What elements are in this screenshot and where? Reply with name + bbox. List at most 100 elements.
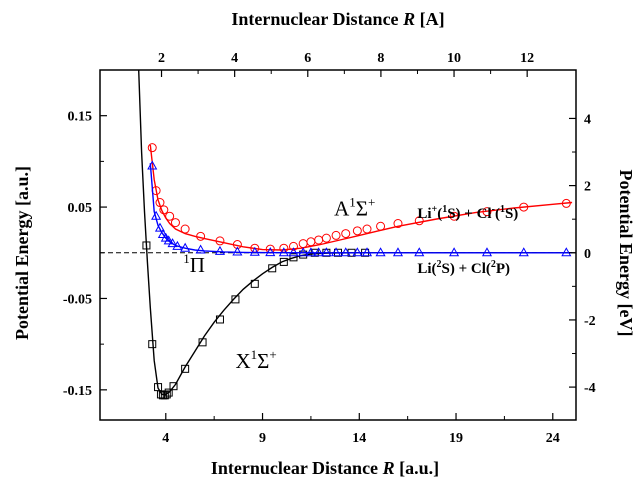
- circle-marker: [449, 211, 459, 221]
- square-marker: [215, 315, 224, 324]
- triangle-marker: [449, 247, 460, 257]
- circle-marker: [482, 207, 492, 217]
- triangle-marker: [278, 247, 289, 257]
- circle-marker: [215, 236, 225, 246]
- y2-tick-label: 2: [584, 180, 591, 195]
- circle-marker: [155, 198, 165, 208]
- circle-marker: [352, 226, 362, 236]
- ionic-limit-label: Li+(1S) + Cl-(1S): [417, 204, 518, 222]
- x-axis-title: Internuclear Distance R [a.u.]: [211, 458, 439, 478]
- x2-tick-label: 6: [304, 51, 311, 66]
- triangle-marker: [414, 247, 425, 257]
- triangle-marker: [147, 160, 158, 170]
- triangle-marker: [288, 247, 299, 257]
- y-axis-title: Potential Energy [a.u.]: [12, 166, 32, 340]
- triangle-marker: [331, 247, 342, 257]
- square-marker: [289, 253, 298, 262]
- plot-axes: [99, 69, 577, 421]
- triangle-marker: [340, 247, 351, 257]
- x-tick-label: 9: [259, 431, 266, 446]
- square-marker: [142, 241, 151, 250]
- triangle-marker: [321, 247, 332, 257]
- circle-marker: [298, 239, 308, 249]
- triangle-marker: [561, 247, 572, 257]
- y-tick-label: -0.05: [63, 292, 92, 307]
- circle-marker: [288, 241, 298, 251]
- x2-tick-label: 2: [158, 51, 165, 66]
- triangle-marker: [195, 244, 206, 254]
- circle-marker: [147, 143, 157, 153]
- x2-tick-label: 12: [520, 51, 534, 66]
- y-tick-label: 0.05: [68, 201, 93, 216]
- triangle-marker: [361, 247, 373, 257]
- y2-tick-label: 4: [584, 112, 591, 127]
- x-tick-label: 4: [162, 431, 169, 446]
- x-tick-label: 24: [546, 431, 560, 446]
- triangle-marker: [180, 242, 191, 252]
- circle-marker: [321, 233, 331, 243]
- x2-tick-label: 10: [447, 51, 461, 66]
- y2-tick-label: 0: [584, 247, 591, 262]
- circle-marker: [180, 224, 190, 234]
- circle-marker: [170, 218, 180, 228]
- a-state-label: A1Σ+: [334, 194, 375, 220]
- square-marker: [268, 264, 277, 273]
- triangle-marker: [313, 247, 324, 257]
- triangle-marker: [167, 238, 178, 248]
- plot-frame: [99, 69, 577, 421]
- y2-axis-title: Potential Energy [eV]: [616, 170, 636, 337]
- plot-ticks: 4 9 14 19 242 4 6 8 10 12-0.15-0.050.050.15-4-202…: [63, 51, 596, 446]
- circle-marker: [165, 211, 175, 221]
- plot-curves: [100, 70, 576, 400]
- triangle-marker: [163, 235, 174, 245]
- triangle-marker: [151, 210, 162, 220]
- square-marker: [279, 257, 288, 266]
- square-marker: [181, 364, 190, 373]
- circle-marker: [314, 235, 324, 245]
- circle-marker: [414, 216, 424, 226]
- clipped-curves: [138, 70, 573, 400]
- triangle-marker: [305, 247, 316, 257]
- square-marker: [198, 338, 207, 347]
- square-marker: [162, 390, 171, 399]
- x-state-label: X1Σ+: [235, 347, 276, 373]
- y2-tick-label: -2: [584, 314, 596, 329]
- square-marker: [164, 388, 173, 397]
- covalent-limit-label: Li(2S) + Cl(2P): [417, 259, 510, 277]
- x2-tick-label: 4: [231, 51, 238, 66]
- triangle-marker: [481, 247, 493, 257]
- circle-marker: [362, 224, 372, 234]
- triangle-marker: [518, 247, 529, 257]
- circle-marker: [306, 237, 316, 247]
- triangle-marker: [249, 246, 260, 256]
- circle-marker: [376, 221, 386, 231]
- circle-marker: [393, 219, 403, 229]
- triangle-marker: [232, 246, 243, 256]
- triangle-marker: [298, 247, 309, 257]
- triangle-marker: [375, 247, 386, 257]
- square-marker: [169, 382, 178, 391]
- y-tick-label: 0.15: [68, 110, 93, 125]
- circle-marker: [331, 230, 341, 240]
- pi-state-label: 1Π: [183, 251, 205, 277]
- x2-axis-title: Internuclear Distance R [A]: [231, 9, 444, 29]
- y-tick-label: -0.15: [63, 384, 92, 399]
- x-tick-label: 19: [449, 431, 463, 446]
- circle-marker: [561, 198, 571, 208]
- triangle-marker: [265, 247, 276, 257]
- circle-marker: [196, 231, 206, 241]
- square-marker: [148, 340, 157, 349]
- x2-tick-label: 8: [377, 51, 384, 66]
- square-marker: [250, 279, 259, 288]
- circle-marker: [519, 202, 529, 212]
- y2-tick-label: -4: [584, 381, 596, 396]
- circle-marker: [159, 205, 169, 215]
- triangle-marker: [157, 228, 168, 238]
- triangle-marker: [352, 247, 363, 257]
- triangle-marker: [214, 245, 226, 255]
- triangle-marker: [154, 222, 166, 232]
- x-tick-label: 14: [352, 431, 366, 446]
- triangle-marker: [392, 247, 404, 257]
- square-marker: [231, 295, 240, 304]
